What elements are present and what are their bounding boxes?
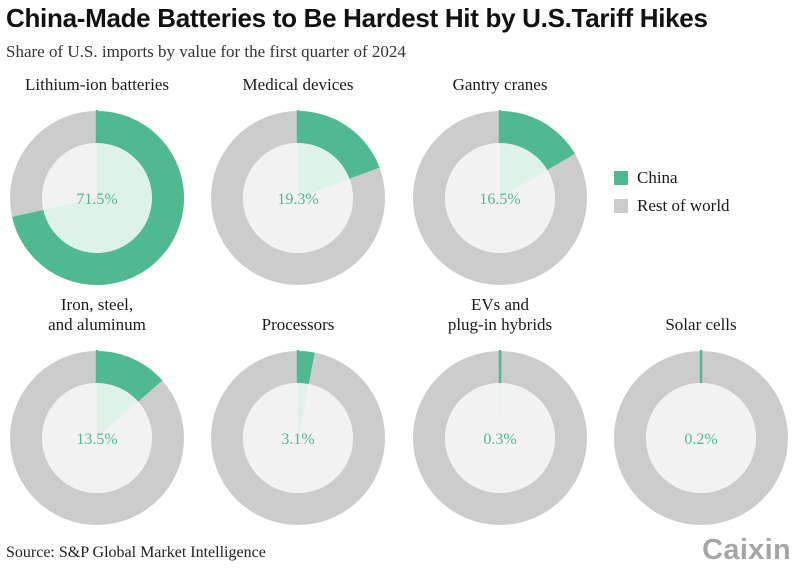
category-title: Medical devices [243,75,354,94]
category-title: Iron, steel, [61,295,133,314]
china-inner-wedge [43,143,152,253]
source-note: Source: S&P Global Market Intelligence [6,544,266,561]
china-slice [12,111,184,285]
value-label: 71.5% [76,191,117,208]
category-title: Gantry cranes [453,75,548,94]
china-inner-wedge [701,383,702,438]
legend-label: Rest of world [637,196,730,215]
legend-swatch [614,171,628,185]
category-title: plug-in hybrids [448,315,552,334]
value-label: 3.1% [281,431,314,448]
chart-subtitle: Share of U.S. imports by value for the f… [6,42,406,61]
value-label: 0.3% [483,431,516,448]
china-slice [500,111,575,171]
category-title: EVs and [471,295,530,314]
value-label: 16.5% [479,191,520,208]
category-title: Solar cells [665,315,736,334]
chart-title: China-Made Batteries to Be Hardest Hit b… [6,3,708,33]
legend-label: China [637,168,678,187]
legend-swatch [614,199,628,213]
china-slice [298,111,380,179]
china-slice [298,351,315,385]
china-inner-wedge [298,143,350,198]
value-label: 13.5% [76,431,117,448]
china-inner-wedge [97,383,139,438]
china-inner-wedge [298,383,309,438]
category-title: Processors [262,315,335,334]
china-slice [97,351,163,402]
value-label: 0.2% [684,431,717,448]
value-label: 19.3% [277,191,318,208]
category-title: Lithium-ion batteries [25,75,169,94]
china-inner-wedge [500,143,548,198]
china-inner-wedge [500,383,502,438]
category-title: and aluminum [48,315,146,334]
caixin-logo: Caixin [702,534,791,566]
